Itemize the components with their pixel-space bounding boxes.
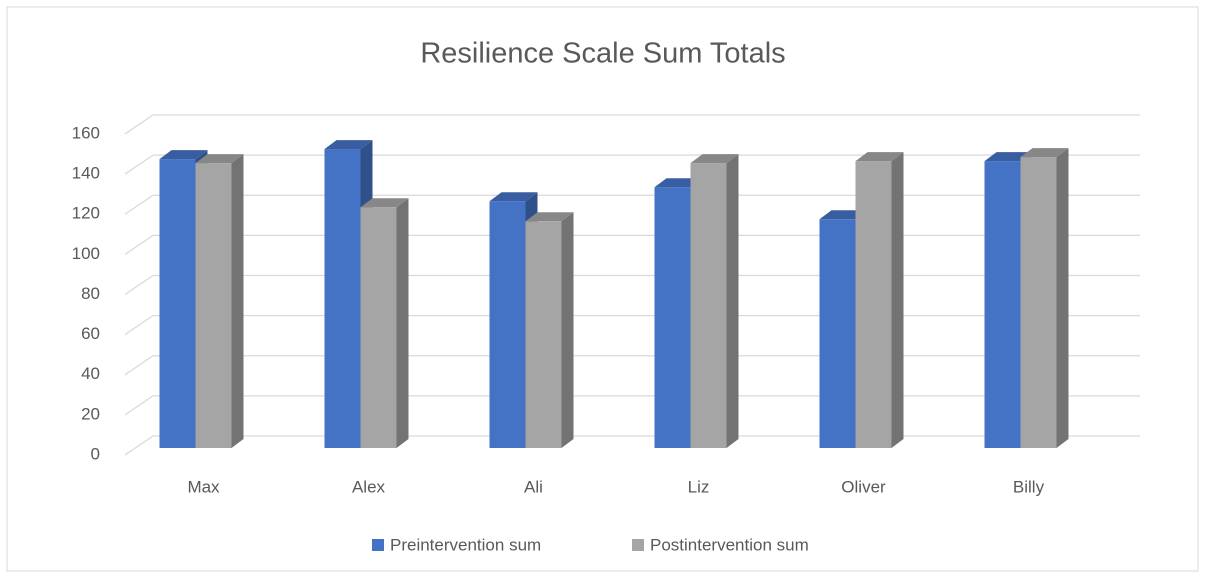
bar-side bbox=[891, 152, 904, 448]
y-tick-label: 140 bbox=[72, 164, 100, 183]
bar-top bbox=[489, 192, 538, 202]
bar bbox=[819, 219, 856, 448]
bar bbox=[855, 161, 892, 448]
bar-side bbox=[396, 198, 409, 448]
bar-top bbox=[324, 140, 373, 150]
bar bbox=[159, 159, 196, 448]
bar bbox=[690, 163, 727, 449]
grid-line bbox=[124, 194, 1140, 215]
legend-label: Postintervention sum bbox=[650, 535, 809, 554]
x-tick-label: Ali bbox=[524, 477, 543, 496]
bar-top bbox=[525, 212, 574, 222]
bar-top bbox=[159, 150, 208, 160]
grid-line bbox=[124, 355, 1140, 376]
legend-label: Preintervention sum bbox=[390, 535, 541, 554]
bar-top bbox=[690, 154, 739, 164]
grid-line bbox=[124, 114, 1140, 135]
grid-line bbox=[124, 314, 1140, 336]
bar bbox=[1020, 157, 1057, 448]
bar-top bbox=[360, 198, 409, 208]
y-tick-label: 100 bbox=[72, 244, 100, 263]
bar-side bbox=[561, 212, 574, 448]
bar bbox=[654, 187, 691, 448]
x-tick-label: Max bbox=[187, 477, 220, 496]
bar-top bbox=[855, 152, 904, 162]
x-tick-label: Alex bbox=[352, 477, 386, 496]
x-tick-label: Oliver bbox=[841, 477, 886, 496]
bar bbox=[324, 149, 361, 448]
grid-line bbox=[124, 234, 1140, 255]
y-tick-label: 0 bbox=[91, 444, 100, 463]
grid-line bbox=[124, 274, 1140, 296]
y-tick-label: 120 bbox=[72, 204, 100, 223]
x-tick-label: Billy bbox=[1013, 477, 1045, 496]
bar-side bbox=[1056, 148, 1069, 448]
bar bbox=[984, 161, 1021, 448]
y-tick-label: 60 bbox=[81, 324, 100, 343]
x-tick-label: Liz bbox=[688, 477, 710, 496]
legend-swatch bbox=[632, 539, 644, 551]
y-tick-label: 80 bbox=[81, 284, 100, 303]
grid-line bbox=[124, 395, 1140, 416]
chart-title: Resilience Scale Sum Totals bbox=[420, 38, 785, 70]
y-tick-label: 20 bbox=[81, 404, 100, 423]
bar-top bbox=[195, 154, 244, 164]
bar bbox=[525, 221, 562, 448]
y-tick-label: 40 bbox=[81, 364, 100, 383]
bar bbox=[195, 163, 232, 449]
y-tick-label: 160 bbox=[72, 123, 100, 142]
legend-swatch bbox=[372, 539, 384, 551]
bar bbox=[489, 201, 526, 448]
bar-side bbox=[726, 154, 739, 449]
grid-line bbox=[124, 154, 1140, 175]
bar-top bbox=[1020, 148, 1069, 158]
bar-side bbox=[231, 154, 244, 449]
bar bbox=[360, 207, 397, 448]
grid-line bbox=[124, 435, 1140, 456]
